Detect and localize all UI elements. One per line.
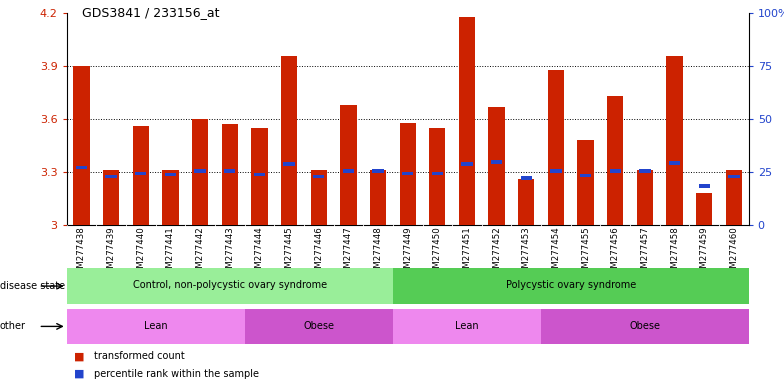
Bar: [132, 126, 149, 225]
Bar: [393, 268, 749, 304]
Bar: [518, 179, 535, 225]
Bar: [400, 122, 416, 225]
Bar: [488, 107, 505, 225]
Bar: [728, 175, 739, 178]
Bar: [76, 166, 87, 169]
Bar: [610, 169, 621, 173]
Bar: [666, 56, 683, 225]
Text: Lean: Lean: [143, 321, 168, 331]
Bar: [67, 268, 393, 304]
Bar: [637, 170, 653, 225]
Text: percentile rank within the sample: percentile rank within the sample: [94, 369, 259, 379]
Bar: [224, 169, 235, 173]
Bar: [459, 17, 475, 225]
Text: transformed count: transformed count: [94, 351, 185, 361]
Bar: [432, 172, 443, 175]
Bar: [135, 172, 147, 175]
Bar: [251, 128, 267, 225]
Bar: [340, 105, 357, 225]
Bar: [74, 66, 89, 225]
Bar: [222, 124, 238, 225]
Text: Control, non-polycystic ovary syndrome: Control, non-polycystic ovary syndrome: [132, 280, 327, 290]
Text: ■: ■: [74, 351, 85, 361]
Bar: [103, 170, 119, 225]
Bar: [548, 70, 564, 225]
Bar: [393, 309, 541, 344]
Bar: [281, 56, 297, 225]
Bar: [578, 140, 593, 225]
Text: Lean: Lean: [456, 321, 479, 331]
Text: Polycystic ovary syndrome: Polycystic ovary syndrome: [506, 280, 636, 290]
Bar: [165, 173, 176, 176]
Bar: [194, 169, 205, 173]
Bar: [310, 170, 327, 225]
Text: ■: ■: [74, 369, 85, 379]
Text: Obese: Obese: [630, 321, 660, 331]
Bar: [67, 309, 245, 344]
Bar: [550, 169, 561, 173]
Bar: [162, 170, 179, 225]
Bar: [429, 128, 445, 225]
Bar: [245, 309, 393, 344]
Bar: [639, 169, 651, 173]
Bar: [343, 169, 354, 173]
Bar: [607, 96, 623, 225]
Bar: [192, 119, 209, 225]
Bar: [402, 172, 413, 175]
Bar: [370, 170, 387, 225]
Text: disease state: disease state: [0, 281, 65, 291]
Bar: [726, 170, 742, 225]
Bar: [254, 173, 265, 176]
Text: other: other: [0, 321, 26, 331]
Bar: [313, 175, 325, 178]
Bar: [541, 309, 749, 344]
Bar: [580, 174, 591, 177]
Bar: [699, 184, 710, 188]
Bar: [461, 162, 473, 166]
Bar: [669, 161, 681, 165]
Text: GDS3841 / 233156_at: GDS3841 / 233156_at: [82, 6, 220, 19]
Bar: [696, 193, 713, 225]
Text: Obese: Obese: [303, 321, 334, 331]
Bar: [521, 176, 532, 180]
Bar: [491, 161, 503, 164]
Bar: [372, 169, 383, 173]
Bar: [105, 175, 117, 178]
Bar: [283, 162, 295, 166]
